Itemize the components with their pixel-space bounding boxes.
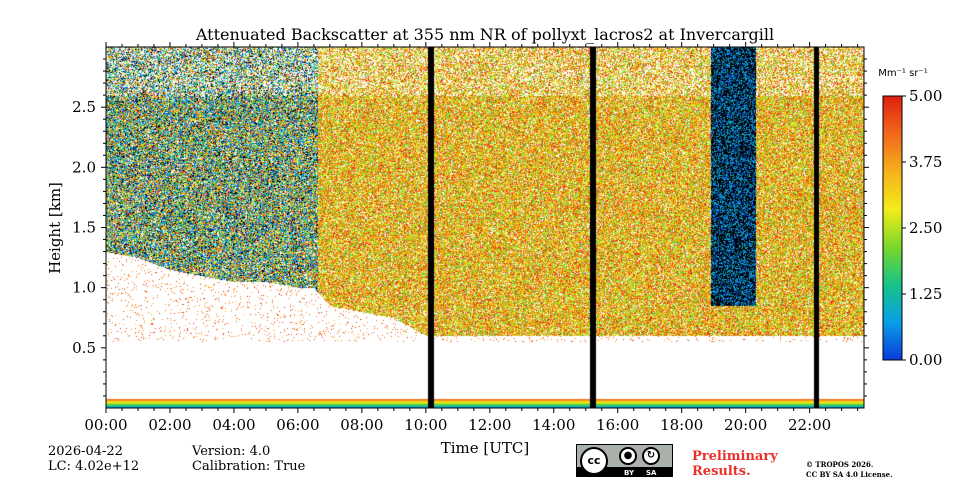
footer-version: Version: 4.0: [192, 444, 271, 459]
x-tick-label: 10:00: [404, 416, 447, 434]
footer-date: 2026-04-22: [48, 444, 123, 459]
copyright-line-2: CC BY SA 4.0 License.: [806, 470, 893, 479]
x-tick-label: 16:00: [596, 416, 639, 434]
x-tick-label: 06:00: [276, 416, 319, 434]
share-alike-icon: ↻: [642, 447, 660, 465]
preliminary-results-note: Preliminary Results.: [692, 449, 778, 479]
x-tick-label: 18:00: [660, 416, 703, 434]
cc-license-badge: cc ● ↻ BY SA: [576, 444, 673, 477]
footer-calibration: Calibration: True: [192, 459, 306, 474]
y-axis-label: Height [km]: [46, 182, 64, 274]
colorbar-tick-label: 5.00: [909, 87, 942, 105]
colorbar-frame: [882, 95, 903, 361]
x-tick-label: 14:00: [532, 416, 575, 434]
x-tick-label: 04:00: [212, 416, 255, 434]
colorbar-tick-label: 3.75: [909, 153, 942, 171]
cc-icon: cc: [580, 447, 608, 475]
y-tick-label: 0.5: [72, 339, 96, 357]
y-tick-label: 1.0: [72, 279, 96, 297]
y-tick-label: 2.5: [72, 98, 96, 116]
plot-frame: [105, 46, 865, 409]
copyright-line-1: © TROPOS 2026.: [806, 460, 874, 469]
x-tick-label: 20:00: [724, 416, 767, 434]
colorbar-tick-label: 0.00: [909, 351, 942, 369]
y-tick-label: 2.0: [72, 158, 96, 176]
chart-title: Attenuated Backscatter at 355 nm NR of p…: [195, 25, 775, 44]
x-tick-label: 00:00: [84, 416, 127, 434]
x-tick-label: 12:00: [468, 416, 511, 434]
badge-strip: [577, 467, 672, 476]
sa-label: SA: [646, 469, 657, 477]
colorbar-unit-label: Mm⁻¹ sr⁻¹: [878, 68, 927, 79]
x-tick-label: 02:00: [148, 416, 191, 434]
colorbar-tick-label: 2.50: [909, 219, 942, 237]
by-label: BY: [624, 469, 635, 477]
y-tick-label: 1.5: [72, 219, 96, 237]
x-tick-label: 08:00: [340, 416, 383, 434]
x-tick-label: 22:00: [788, 416, 831, 434]
x-axis-label: Time [UTC]: [441, 439, 530, 457]
colorbar-tick-label: 1.25: [909, 285, 942, 303]
footer-lc: LC: 4.02e+12: [48, 459, 140, 474]
attribution-icon: ●: [619, 447, 637, 465]
